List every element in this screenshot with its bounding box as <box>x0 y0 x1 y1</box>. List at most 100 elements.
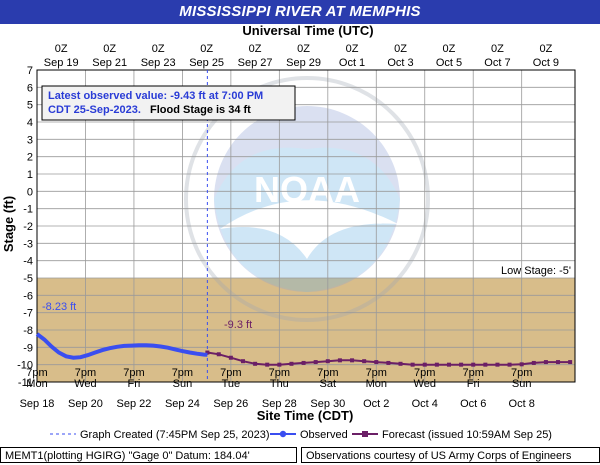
legend-graph-created: Graph Created (7:45PM Sep 25, 2023) <box>80 429 270 441</box>
y-tick-label: 2 <box>27 152 33 164</box>
forecast-point <box>471 362 476 367</box>
gage-datum-info: MEMT1(plotting HGIRG) "Gage 0" Datum: 18… <box>0 447 297 463</box>
forecast-point <box>216 352 221 357</box>
bottom-tick-date: Sep 26 <box>213 398 248 410</box>
bottom-tick-date: Sep 30 <box>310 398 345 410</box>
bottom-axis-title: Site Time (CDT) <box>257 408 354 423</box>
forecast-point <box>240 359 245 364</box>
bottom-tick-date: Sep 22 <box>116 398 151 410</box>
y-tick-label: -11 <box>18 377 33 389</box>
y-tick-label: -10 <box>17 360 33 372</box>
top-tick-label: 0Z <box>394 43 407 55</box>
bottom-tick-time: 7pm <box>75 367 96 379</box>
y-tick-label: -6 <box>23 290 33 302</box>
y-tick-label: -8 <box>23 325 33 337</box>
y-axis-title: Stage (ft) <box>1 196 16 252</box>
y-tick-label: -3 <box>23 238 33 250</box>
forecast-series-markers <box>205 350 573 367</box>
forecast-point <box>205 350 210 355</box>
bottom-tick-day: Thu <box>270 378 289 390</box>
bottom-tick-day: Mon <box>26 378 47 390</box>
svg-text:CDT 25-Sep-2023. Flood S: CDT 25-Sep-2023. Flood Stage is 34 ft <box>48 104 251 116</box>
bottom-tick-time: 7pm <box>172 367 193 379</box>
latest-observation-box: Latest observed value: -9.43 ft at 7:00 … <box>41 85 296 121</box>
legend: Graph Created (7:45PM Sep 25, 2023) Obse… <box>50 429 552 441</box>
y-tick-label: -9 <box>23 342 33 354</box>
top-tick-label: 0Z <box>539 43 552 55</box>
top-tick-label: 0Z <box>200 43 213 55</box>
legend-observed-marker <box>279 430 287 438</box>
noaa-logo-watermark: NOAA <box>184 76 430 322</box>
y-tick-label: -7 <box>23 308 33 320</box>
bottom-tick-time: 7pm <box>414 367 435 379</box>
y-tick-label: 5 <box>27 100 33 112</box>
bottom-tick-date: Sep 18 <box>20 398 55 410</box>
top-tick-date: Oct 3 <box>387 57 413 69</box>
bottom-tick-date: Oct 2 <box>363 398 389 410</box>
y-tick-label: -4 <box>23 256 33 268</box>
bottom-tick-day: Tue <box>222 378 241 390</box>
top-tick-date: Sep 23 <box>141 57 176 69</box>
forecast-point <box>265 362 270 367</box>
legend-forecast-marker <box>362 431 368 437</box>
y-tick-label: -2 <box>23 221 33 233</box>
forecast-point <box>325 359 330 364</box>
top-tick-label: 0Z <box>55 43 68 55</box>
forecast-point <box>446 362 451 367</box>
forecast-point <box>507 362 512 367</box>
top-axis-title: Universal Time (UTC) <box>242 24 373 38</box>
data-source-credit: Observations courtesy of US Army Corps o… <box>301 447 600 463</box>
grid-lines <box>36 69 575 383</box>
top-tick-date: Sep 21 <box>92 57 127 69</box>
top-tick-date: Oct 5 <box>436 57 462 69</box>
forecast-point <box>398 361 403 366</box>
y-tick-label: 4 <box>27 117 33 129</box>
forecast-start-annotation: -9.3 ft <box>224 319 252 331</box>
legend-forecast: Forecast (issued 10:59AM Sep 25) <box>382 429 552 441</box>
y-tick-label: 1 <box>27 169 33 181</box>
forecast-point <box>253 361 258 366</box>
info-box-date: CDT 25-Sep-2023. <box>48 104 141 116</box>
bottom-tick-date: Oct 8 <box>509 398 535 410</box>
forecast-point <box>556 360 561 365</box>
plot-border <box>36 69 576 383</box>
svg-text:NOAA: NOAA <box>254 169 360 210</box>
forecast-point <box>386 360 391 365</box>
bottom-tick-time: 7pm <box>269 367 290 379</box>
y-tick-label: -5 <box>23 273 33 285</box>
bottom-tick-day: Mon <box>366 378 387 390</box>
top-tick-label: 0Z <box>249 43 262 55</box>
forecast-point <box>313 360 318 365</box>
top-tick-label: 0Z <box>491 43 504 55</box>
forecast-point <box>543 360 548 365</box>
forecast-point <box>228 355 233 360</box>
forecast-point <box>374 360 379 365</box>
y-tick-label: 0 <box>27 186 33 198</box>
forecast-point <box>289 361 294 366</box>
top-tick-label: 0Z <box>152 43 165 55</box>
legend-observed: Observed <box>300 429 348 441</box>
bottom-tick-date: Sep 20 <box>68 398 103 410</box>
observed-start-annotation: -8.23 ft <box>42 301 76 313</box>
forecast-point <box>422 362 427 367</box>
y-tick-label: -1 <box>23 204 33 216</box>
top-tick-date: Oct 7 <box>484 57 510 69</box>
forecast-point <box>434 362 439 367</box>
bottom-tick-day: Wed <box>414 378 436 390</box>
bottom-tick-time: 7pm <box>26 367 47 379</box>
forecast-point <box>459 362 464 367</box>
bottom-tick-date: Sep 24 <box>165 398 200 410</box>
chart-title: MISSISSIPPI RIVER AT MEMPHIS <box>0 0 600 24</box>
forecast-point <box>531 360 536 365</box>
bottom-tick-date: Sep 28 <box>262 398 297 410</box>
forecast-point <box>410 362 415 367</box>
forecast-point <box>350 358 355 363</box>
bottom-tick-day: Sun <box>512 378 532 390</box>
top-tick-label: 0Z <box>346 43 359 55</box>
forecast-point <box>362 359 367 364</box>
forecast-point <box>483 362 488 367</box>
bottom-tick-day: Wed <box>74 378 96 390</box>
top-tick-date: Sep 25 <box>189 57 224 69</box>
forecast-point <box>277 362 282 367</box>
top-tick-label: 0Z <box>103 43 116 55</box>
